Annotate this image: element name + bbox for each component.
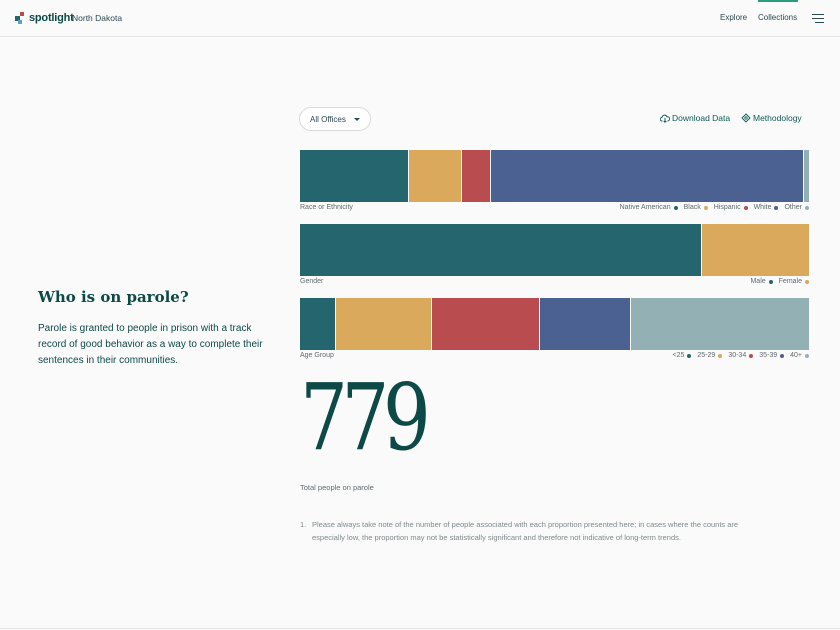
legend-dot-icon [805, 279, 809, 284]
nav-active-indicator [758, 0, 798, 2]
legend-item: <25 [673, 352, 692, 359]
legend-item: 40+ [790, 352, 809, 359]
bar-segment[interactable] [462, 150, 491, 202]
methodology-icon [741, 113, 751, 123]
bar-segment[interactable] [336, 298, 433, 350]
legend-label: <25 [672, 352, 685, 359]
bar-legend: Male Female [744, 278, 809, 285]
bar-segment[interactable] [432, 298, 541, 350]
spotlight-logo[interactable]: spotlight [15, 11, 74, 25]
legend-dot-icon [805, 353, 809, 358]
bottom-divider [0, 628, 840, 629]
legend-dot-icon [749, 353, 754, 358]
hamburger-menu-icon[interactable] [812, 14, 824, 24]
section-description: Parole is granted to people in prison wi… [38, 323, 263, 366]
bar-segment[interactable] [631, 298, 809, 350]
state-name[interactable]: North Dakota [72, 13, 123, 23]
legend-label: Male [750, 278, 766, 285]
bar-group-label: Age Group [300, 352, 334, 359]
legend-dot-icon [673, 205, 678, 210]
stacked-bar [300, 150, 809, 202]
legend-label: 30-34 [728, 352, 747, 359]
legend-item: Female [779, 278, 809, 285]
stacked-bar [300, 298, 809, 350]
legend-item: Black [684, 204, 708, 211]
legend-label: White [753, 204, 772, 211]
bar-group-label: Gender [300, 278, 324, 285]
bar-segment[interactable] [300, 150, 410, 202]
legend-label: Hispanic [713, 204, 741, 211]
legend-label: 40+ [790, 352, 802, 359]
legend-dot-icon [743, 205, 748, 210]
legend-item: Hispanic [714, 204, 748, 211]
logo-mark-icon [15, 11, 26, 25]
legend-label: Female [778, 278, 802, 285]
legend-label: 35-39 [759, 352, 778, 359]
legend-item: Native American [620, 204, 678, 211]
bar-segment[interactable] [300, 224, 702, 276]
top-nav: spotlight North Dakota Explore Collectio… [0, 0, 840, 37]
nav-explore[interactable]: Explore [720, 13, 748, 22]
legend-dot-icon [768, 279, 773, 284]
caret-down-icon [354, 118, 360, 121]
legend-dot-icon [703, 205, 708, 210]
download-cloud-icon [660, 114, 670, 123]
legend-dot-icon [780, 353, 785, 358]
legend-dot-icon [805, 205, 809, 210]
office-select-value: All Offices [310, 114, 346, 124]
legend-dot-icon [774, 205, 779, 210]
bar-segment[interactable] [300, 298, 337, 350]
legend-dot-icon [718, 353, 723, 358]
office-select[interactable]: All Offices [299, 107, 371, 131]
legend-item: 35-39 [759, 352, 785, 359]
download-data-label: Download Data [672, 113, 731, 123]
brand-name: spotlight [29, 12, 74, 24]
bar-segment[interactable] [701, 224, 809, 276]
legend-item: 25-29 [697, 352, 723, 359]
legend-label: Native American [619, 204, 671, 211]
download-data-button[interactable]: Download Data [660, 113, 730, 123]
footnote-text: Please always take note of the number of… [312, 520, 739, 542]
legend-label: 25-29 [697, 352, 716, 359]
legend-item: 30-34 [728, 352, 754, 359]
legend-dot-icon [687, 353, 692, 358]
legend-item: Other [784, 204, 809, 211]
bar-segment[interactable] [409, 150, 463, 202]
legend-item: White [754, 204, 779, 211]
footnote-number: 1. [300, 520, 307, 529]
legend-label: Black [683, 204, 701, 211]
bar-segment[interactable] [490, 150, 804, 202]
total-parole-caption: Total people on parole [300, 483, 374, 492]
methodology-label: Methodology [753, 113, 802, 123]
methodology-button[interactable]: Methodology [741, 113, 802, 123]
bar-segment[interactable] [540, 298, 632, 350]
bar-group-label: Race or Ethnicity [300, 204, 353, 211]
section-title: Who is on parole? [38, 288, 189, 306]
bar-legend: <25 25-29 30-34 35-39 40+ [667, 352, 809, 359]
stacked-bar [300, 224, 809, 276]
total-parole-number: 779 [300, 364, 431, 471]
bar-legend: Native American Black Hispanic White Other [614, 204, 809, 211]
nav-collections[interactable]: Collections [758, 13, 798, 22]
footnote: 1. Please always take note of the number… [300, 518, 760, 544]
legend-item: Male [750, 278, 773, 285]
legend-label: Other [784, 204, 802, 211]
bar-segment[interactable] [803, 150, 809, 202]
